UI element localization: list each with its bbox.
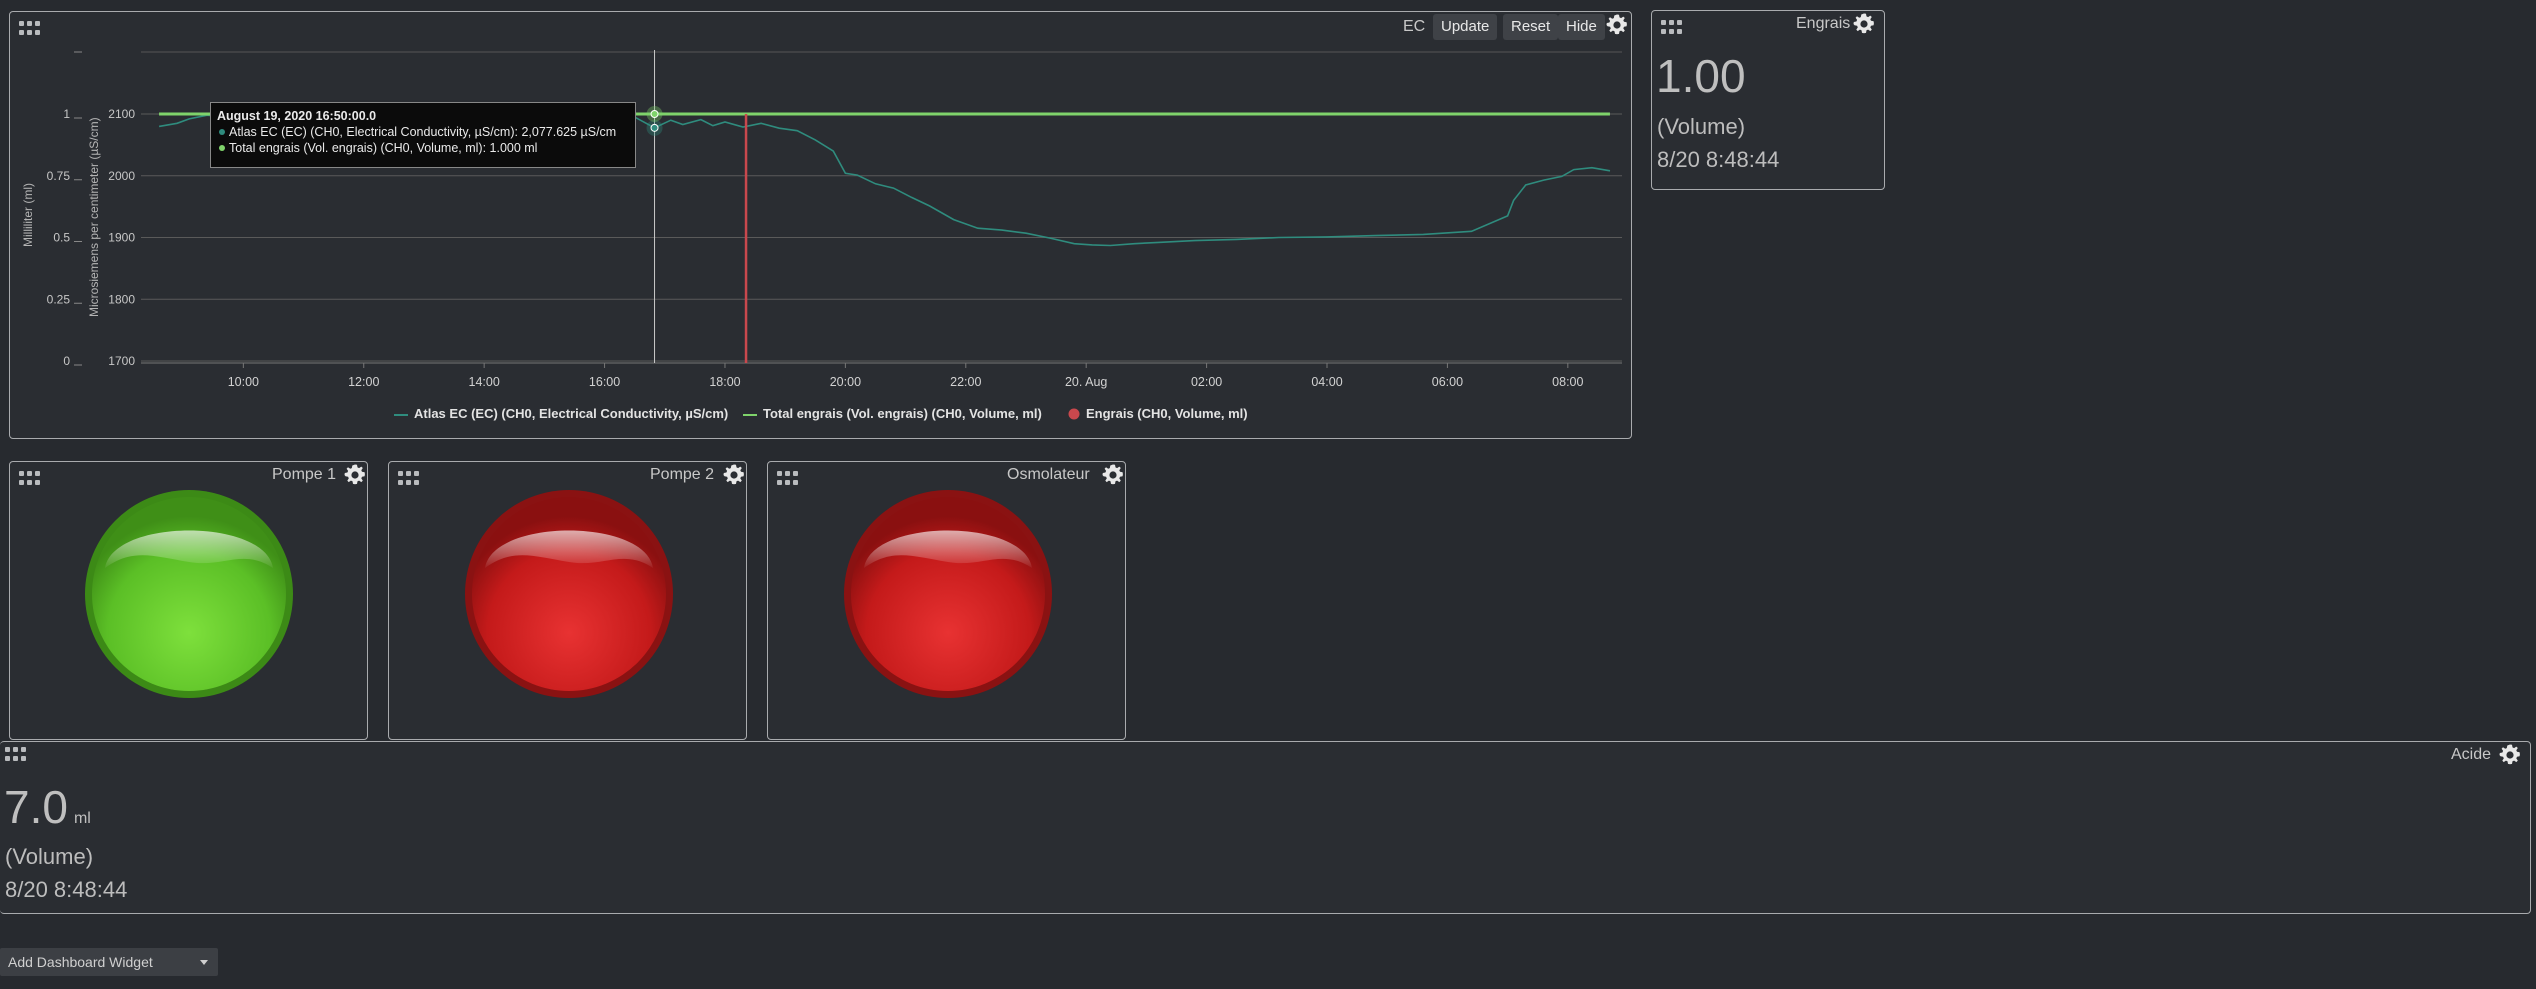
add-widget-label: Add Dashboard Widget — [8, 954, 153, 970]
acide-unit-label: (Volume) — [5, 844, 94, 869]
tooltip-line-total: Total engrais (Vol. engrais) (CH0, Volum… — [229, 141, 538, 155]
series-dot-icon — [219, 145, 225, 151]
x-tick-label: 08:00 — [1552, 375, 1583, 389]
hide-button[interactable]: Hide — [1558, 14, 1605, 40]
y-axis-label-right: Microsiemens per centimeter (µS/cm) — [87, 117, 101, 317]
acide-widget: Acide 7.0 ml (Volume) 8/20 8:48:44 — [0, 741, 2531, 914]
line-swatch-icon — [394, 413, 408, 416]
gear-icon[interactable] — [1101, 463, 1125, 487]
legend-item-total[interactable]: Total engrais (Vol. engrais) (CH0, Volum… — [743, 406, 1042, 421]
tooltip-date: August 19, 2020 16:50:00.0 — [217, 109, 377, 123]
x-tick-label: 06:00 — [1432, 375, 1463, 389]
pompe1-widget: Pompe 1 — [9, 461, 368, 740]
chart-tooltip: August 19, 2020 16:50:00.0 Atlas EC (EC)… — [210, 102, 636, 168]
x-tick-label: 14:00 — [469, 375, 500, 389]
drag-handle-icon[interactable] — [5, 747, 27, 761]
drag-handle-icon[interactable] — [398, 471, 420, 485]
acide-timestamp: 8/20 8:48:44 — [5, 877, 128, 902]
widget-title: Pompe 1 — [272, 466, 337, 483]
pump-status-red-icon[interactable] — [463, 488, 675, 700]
drag-handle-icon[interactable] — [19, 471, 41, 485]
y-tick-label-ml: 0.5 — [53, 231, 70, 245]
legend-item-ec[interactable]: Atlas EC (EC) (CH0, Electrical Conductiv… — [394, 406, 728, 421]
widget-title: Engrais — [1796, 15, 1851, 32]
ec-chart[interactable]: 1700 1800 1900 2000 2100 0 0.25 0.5 0.75 1 10:00 12… — [10, 12, 1630, 437]
widget-title: Osmolateur — [1007, 466, 1090, 483]
line-swatch-icon — [743, 413, 757, 416]
gear-icon[interactable] — [722, 463, 746, 487]
drag-handle-icon[interactable] — [19, 21, 41, 35]
pompe2-widget: Pompe 2 — [388, 461, 747, 740]
x-tick-label: 02:00 — [1191, 375, 1222, 389]
x-tick-label: 12:00 — [348, 375, 379, 389]
ec-chart-widget: EC Update Reset Hide 1700 1800 1900 2000 210… — [9, 11, 1632, 439]
acide-unit: ml — [73, 810, 91, 827]
x-tick-label: 20. Aug — [1065, 375, 1107, 389]
y-tick-label-ml: 0.75 — [47, 169, 71, 183]
engrais-value: 1.00 — [1656, 50, 1746, 102]
acide-value-row: 7.0 ml — [4, 780, 91, 834]
y-tick-label-ec: 1900 — [108, 231, 135, 245]
tooltip-line-ec: Atlas EC (EC) (CH0, Electrical Conductiv… — [229, 125, 617, 139]
update-button[interactable]: Update — [1433, 14, 1498, 40]
hover-marker-ec-dot — [650, 123, 659, 132]
engrais-unit-label: (Volume) — [1657, 114, 1746, 139]
y-tick-label-ec: 2100 — [108, 107, 135, 121]
gear-icon[interactable] — [343, 463, 367, 487]
chart-gridlines — [74, 51, 1622, 368]
x-tick-label: 22:00 — [950, 375, 981, 389]
y-tick-label-ec: 1800 — [108, 292, 135, 306]
gear-icon[interactable] — [2498, 743, 2522, 767]
reset-button[interactable]: Reset — [1503, 14, 1559, 40]
add-dashboard-widget-dropdown[interactable]: Add Dashboard Widget — [0, 948, 218, 976]
circle-swatch-icon — [1068, 408, 1080, 420]
pump-status-green-icon[interactable] — [83, 488, 295, 700]
x-tick-label: 18:00 — [709, 375, 740, 389]
chevron-down-icon — [200, 960, 208, 965]
drag-handle-icon[interactable] — [1661, 20, 1683, 34]
engrais-widget: Engrais 1.00 (Volume) 8/20 8:48:44 — [1651, 10, 1885, 190]
y-tick-label-ml: 0.25 — [47, 292, 71, 306]
hover-marker-total-dot — [650, 110, 659, 118]
x-tick-label: 20:00 — [830, 375, 861, 389]
gear-icon[interactable] — [1852, 12, 1876, 36]
acide-value: 7.0 — [4, 781, 68, 833]
y-tick-label-ml: 0 — [63, 354, 70, 368]
y-tick-label-ec: 1700 — [108, 354, 135, 368]
series-dot-icon — [219, 129, 225, 135]
widget-title: EC — [1403, 18, 1426, 35]
y-axis-label-left: Milliliter (ml) — [21, 183, 35, 247]
y-tick-label-ml: 1 — [63, 107, 70, 121]
x-tick-label: 16:00 — [589, 375, 620, 389]
legend-item-engrais[interactable]: Engrais (CH0, Volume, ml) — [1068, 406, 1248, 421]
drag-handle-icon[interactable] — [777, 471, 799, 485]
y-tick-label-ec: 2000 — [108, 169, 135, 183]
osmolateur-status-red-icon[interactable] — [842, 488, 1054, 700]
engrais-timestamp: 8/20 8:48:44 — [1657, 147, 1780, 172]
x-tick-label: 04:00 — [1311, 375, 1342, 389]
widget-title: Acide — [2451, 746, 2492, 763]
osmolateur-widget: Osmolateur — [767, 461, 1126, 740]
x-tick-label: 10:00 — [228, 375, 259, 389]
widget-title: Pompe 2 — [650, 466, 715, 483]
